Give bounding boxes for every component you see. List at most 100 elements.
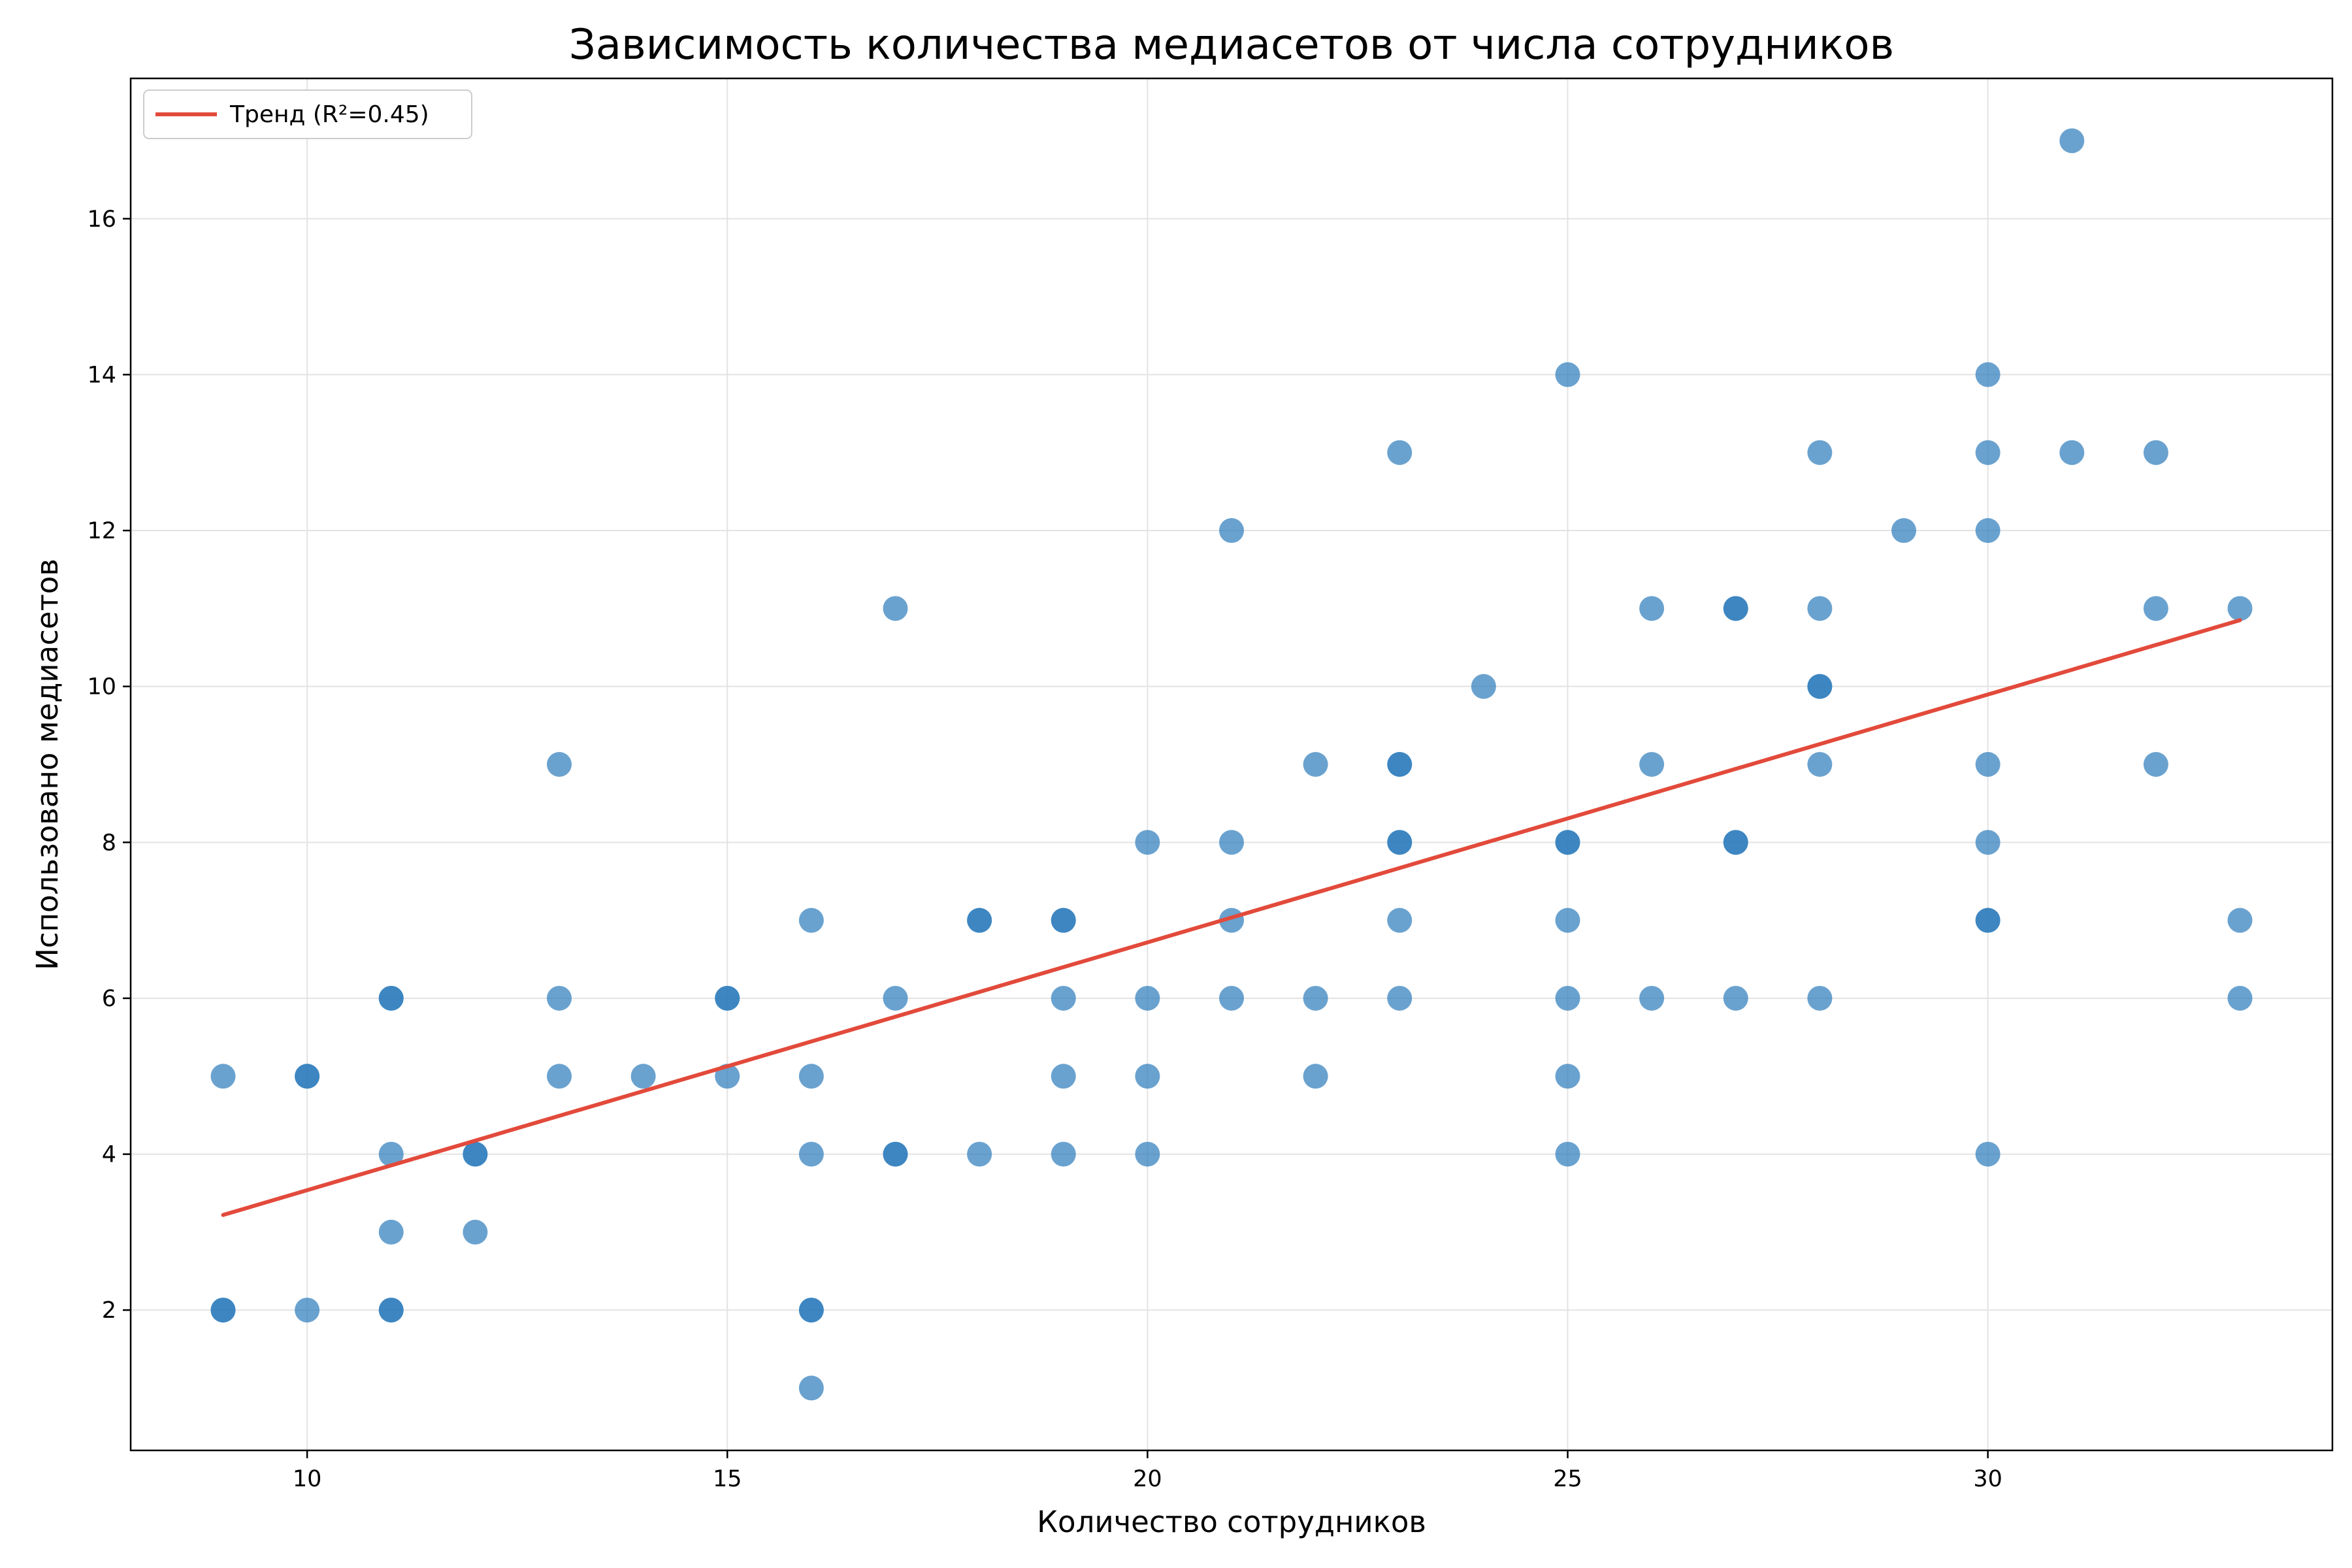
data-point [546,1064,572,1089]
y-tick-label: 8 [102,830,116,856]
data-point [1303,752,1328,777]
x-tick-label: 30 [1973,1466,2002,1492]
data-point [1807,752,1833,777]
data-point [2227,596,2253,621]
data-point [378,985,404,1011]
data-point [1807,440,1833,465]
data-point [1387,440,1413,465]
data-point [1135,1064,1160,1089]
data-point [1975,752,2001,777]
data-point [798,1298,824,1323]
y-tick-label: 12 [87,518,116,544]
data-point [1135,830,1160,855]
data-point [1975,440,2001,465]
data-point [2143,440,2168,465]
data-point [1051,1064,1076,1089]
legend-box [143,90,472,139]
x-tick-label: 20 [1133,1466,1162,1492]
data-point [1723,830,1748,855]
chart-title: Зависимость количества медиасетов от чис… [569,21,1895,69]
data-point [967,907,992,933]
data-point [2227,907,2253,933]
data-point [883,985,908,1011]
data-point [1555,362,1580,387]
data-point [1387,907,1413,933]
data-point [378,1141,404,1167]
data-point [1555,907,1580,933]
data-point [210,1298,236,1323]
y-tick-label: 16 [87,206,116,233]
data-point [798,1141,824,1167]
data-point [1051,907,1076,933]
data-point [1975,907,2001,933]
x-tick-label: 25 [1553,1466,1582,1492]
data-point [1723,596,1748,621]
legend: Тренд (R²=0.45) [143,90,472,139]
data-point [378,1298,404,1323]
data-point [1051,1141,1076,1167]
data-point [1555,1141,1580,1167]
data-point [1387,752,1413,777]
data-point [1387,985,1413,1011]
data-point [883,596,908,621]
data-point [2059,128,2085,154]
y-axis-label: Использовано медиасетов [30,559,65,970]
data-point [1975,1141,2001,1167]
data-point [295,1298,320,1323]
x-tick-label: 15 [713,1466,742,1492]
data-point [798,1375,824,1401]
data-point [1471,674,1496,699]
data-point [798,907,824,933]
data-point [1051,985,1076,1011]
y-tick-label: 10 [87,674,116,700]
data-point [630,1064,656,1089]
data-point [1387,830,1413,855]
data-point [1975,830,2001,855]
data-point [1135,1141,1160,1167]
data-point [1891,518,1917,544]
y-tick-label: 2 [102,1298,116,1324]
data-point [1219,518,1244,544]
data-point [1807,596,1833,621]
data-point [546,752,572,777]
data-point [1303,1064,1328,1089]
data-point [1723,985,1748,1011]
data-point [210,1064,236,1089]
data-point [883,1141,908,1167]
trend-line [221,618,2242,1217]
data-point [546,985,572,1011]
y-tick-label: 14 [87,362,116,388]
data-point [1219,830,1244,855]
data-point [1555,985,1580,1011]
data-point [1135,985,1160,1011]
x-tick-label: 10 [293,1466,322,1492]
data-point [295,1064,320,1089]
plot-frame [129,77,2334,1452]
data-point [1303,985,1328,1011]
data-point [1639,596,1665,621]
data-point [1639,752,1665,777]
data-point [1219,985,1244,1011]
y-tick-label: 6 [102,986,116,1012]
data-point [2059,440,2085,465]
trend-line-group [221,618,2242,1217]
grid [131,78,2332,1450]
data-points [210,128,2253,1401]
data-point [1975,362,2001,387]
data-point [463,1219,488,1245]
data-point [2227,985,2253,1011]
data-point [2143,596,2168,621]
data-point [2143,752,2168,777]
data-point [463,1141,488,1167]
data-point [1975,518,2001,544]
data-point [967,1141,992,1167]
y-tick-label: 4 [102,1142,116,1168]
x-axis-label: Количество сотрудников [1037,1505,1426,1539]
axis-ticks: 10 15 20 25 30 2 4 6 8 10 12 14 16 [87,206,2002,1492]
data-point [1807,985,1833,1011]
data-point [1639,985,1665,1011]
data-point [715,985,740,1011]
data-point [1555,830,1580,855]
data-point [1555,1064,1580,1089]
